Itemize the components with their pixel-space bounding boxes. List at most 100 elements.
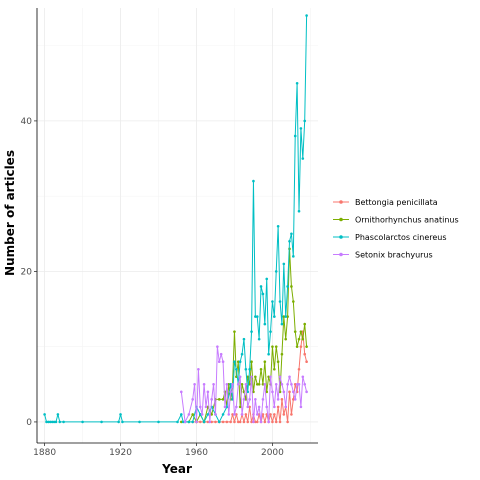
data-point (200, 413, 204, 416)
data-point (246, 375, 250, 379)
data-point (233, 420, 236, 424)
data-point (227, 382, 231, 386)
data-point (301, 157, 305, 160)
data-point (179, 413, 183, 416)
data-point (282, 413, 286, 416)
data-point (305, 390, 308, 394)
data-point (274, 420, 278, 424)
data-point (305, 360, 308, 364)
legend-label: Phascolarctos cinereus (355, 233, 447, 242)
data-point (195, 420, 198, 424)
data-point (301, 375, 305, 379)
series-line (44, 15, 308, 423)
data-point (236, 420, 240, 424)
data-point (52, 420, 56, 424)
data-point (271, 345, 274, 348)
data-point (210, 413, 213, 416)
data-point (290, 285, 293, 288)
data-point (290, 382, 293, 386)
data-point (187, 413, 191, 416)
data-point (284, 315, 288, 318)
data-point (248, 367, 251, 371)
data-point (286, 420, 289, 424)
data-point (269, 413, 272, 416)
data-point (238, 360, 242, 364)
data-point (58, 420, 62, 424)
data-point (176, 420, 179, 424)
data-point (223, 405, 227, 409)
data-point (280, 322, 284, 326)
data-point (193, 382, 196, 386)
data-point (273, 405, 276, 409)
data-point (236, 382, 240, 386)
data-point (248, 382, 251, 386)
x-tick-label: 1880 (33, 448, 56, 458)
data-point (280, 398, 284, 401)
data-point (263, 420, 267, 424)
data-point (197, 367, 200, 371)
data-point (278, 420, 282, 424)
data-point (225, 420, 229, 424)
data-point (244, 413, 248, 416)
series-bettongia-penicillata (191, 330, 308, 424)
data-point (265, 390, 269, 394)
data-point (221, 398, 225, 401)
series-ornithorhynchus-anatinus (179, 247, 308, 424)
data-point (221, 420, 225, 424)
x-tick-label: 1960 (185, 448, 208, 458)
y-axis-title: Number of articles (3, 150, 17, 276)
data-point (274, 270, 278, 273)
data-point (252, 179, 255, 183)
data-point (276, 360, 280, 364)
data-point (276, 405, 280, 409)
data-point (280, 382, 284, 386)
data-point (263, 382, 267, 386)
data-point (267, 375, 270, 379)
data-point (293, 382, 297, 386)
data-point (233, 413, 236, 416)
data-point (242, 420, 246, 424)
data-point (216, 345, 219, 348)
data-point (286, 382, 289, 386)
data-point (305, 14, 308, 17)
data-point (261, 413, 265, 416)
y-axis: 0 20 40 (21, 8, 38, 443)
data-point (292, 300, 295, 303)
data-point (198, 405, 202, 409)
data-point (255, 413, 259, 416)
data-point (292, 390, 295, 394)
legend-key-point (339, 252, 343, 257)
data-point (293, 330, 297, 333)
data-point (303, 119, 307, 123)
data-point (286, 285, 289, 288)
data-point (292, 398, 295, 401)
legend-label: Ornithorhynchus anatinus (355, 216, 459, 225)
data-point (202, 382, 206, 386)
data-point (219, 352, 223, 356)
data-point (288, 390, 291, 394)
data-point (221, 413, 225, 416)
data-point (217, 420, 221, 424)
data-point (54, 420, 58, 424)
data-point (276, 398, 280, 401)
data-point (191, 420, 194, 424)
data-point (303, 322, 307, 326)
data-point (246, 390, 250, 394)
data-point (297, 367, 301, 371)
data-point (305, 345, 308, 348)
data-point (50, 420, 54, 424)
legend-label: Bettongia penicillata (355, 198, 438, 207)
data-point (271, 420, 274, 424)
legend: Bettongia penicillata Ornithorhynchus ana… (333, 198, 459, 260)
data-point (297, 337, 301, 341)
legend-item: Setonix brachyurus (333, 251, 433, 260)
data-point (261, 398, 265, 401)
data-point (250, 330, 253, 333)
data-point (303, 352, 307, 356)
data-point (45, 420, 48, 424)
data-point (259, 285, 263, 288)
data-point (252, 420, 255, 424)
legend-item: Bettongia penicillata (333, 198, 438, 207)
data-point (210, 398, 213, 401)
data-point (181, 420, 185, 424)
